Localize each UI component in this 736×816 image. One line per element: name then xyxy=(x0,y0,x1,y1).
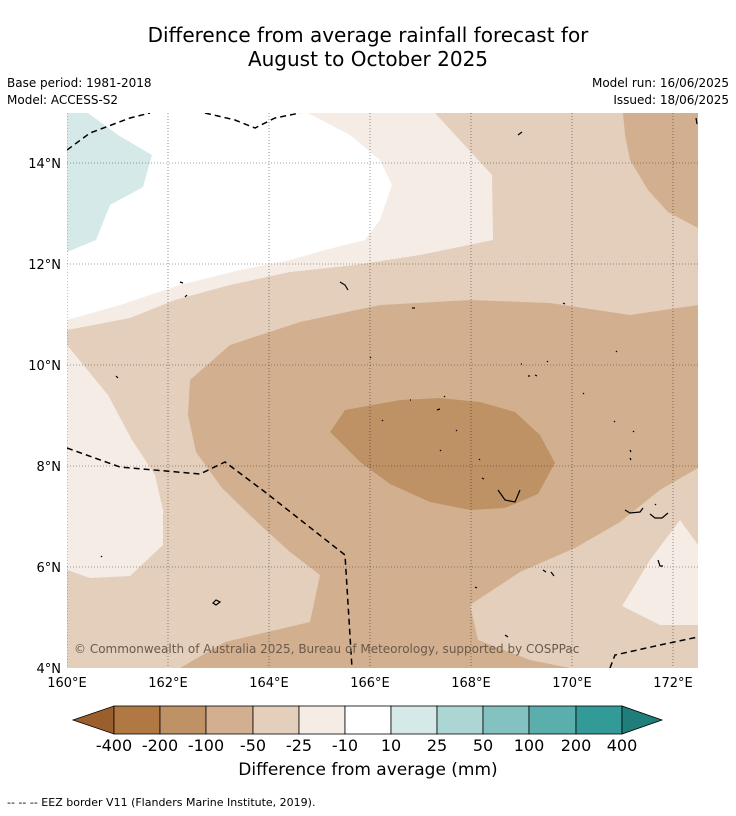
colorbar-tick-label: -100 xyxy=(188,736,224,755)
region-plus10-topleft xyxy=(67,113,152,252)
colorbar-tick-label: 25 xyxy=(427,736,447,755)
colorbar-tick-label: 200 xyxy=(561,736,592,755)
colorbar-tick-label: -10 xyxy=(332,736,358,755)
colorbar-title: Difference from average (mm) xyxy=(238,760,498,780)
colorbar-segment xyxy=(482,705,530,735)
meta-right: Model run: 16/06/2025 Issued: 18/06/2025 xyxy=(592,76,729,110)
colorbar-segment xyxy=(575,705,623,735)
eez-borders xyxy=(67,113,698,668)
colorbar-segment xyxy=(298,705,346,735)
eez-footnote: -- -- -- EEZ border V11 (Flanders Marine… xyxy=(7,796,316,809)
lat-label: 6°N xyxy=(37,561,62,576)
lon-label: 162°E xyxy=(148,676,188,691)
colorbar-segment xyxy=(528,705,577,735)
lat-label: 12°N xyxy=(28,258,61,273)
lon-label: 166°E xyxy=(350,676,390,691)
colorbar-tick-label: -25 xyxy=(286,736,312,755)
chart-title-line1: Difference from average rainfall forecas… xyxy=(147,23,589,47)
issued-date: Issued: 18/06/2025 xyxy=(613,93,729,107)
region-minus200-core xyxy=(330,398,555,510)
colorbar-tick-label: 10 xyxy=(381,736,401,755)
colorbar-tick-label: 50 xyxy=(473,736,493,755)
lon-label: 170°E xyxy=(552,676,592,691)
lat-label: 14°N xyxy=(28,157,61,172)
lat-label: 10°N xyxy=(28,359,61,374)
colorbar-segment xyxy=(436,705,484,735)
colorbar-tick-label: 100 xyxy=(514,736,545,755)
model-name: Model: ACCESS-S2 xyxy=(7,93,119,107)
colorbar-segment xyxy=(344,705,392,735)
colorbar-segment xyxy=(390,705,438,735)
islands xyxy=(100,117,698,638)
lat-labels: 14°N 12°N 10°N 8°N 6°N 4°N xyxy=(28,157,61,677)
region-minus100-top-right xyxy=(623,113,698,228)
lat-label: 4°N xyxy=(37,662,62,677)
colorbar xyxy=(71,705,664,735)
map-contours xyxy=(67,113,698,668)
colorbar-tick-label: -50 xyxy=(240,736,266,755)
chart-title-line2: August to October 2025 xyxy=(247,47,489,71)
model-run: Model run: 16/06/2025 xyxy=(591,76,729,90)
colorbar-tick-label: -200 xyxy=(142,736,178,755)
colorbar-tick-label: 400 xyxy=(607,736,638,755)
copyright-text: © Commonwealth of Australia 2025, Bureau… xyxy=(74,642,579,656)
lon-label: 172°E xyxy=(653,676,693,691)
gridlines xyxy=(67,113,698,668)
base-period: Base period: 1981-2018 xyxy=(7,76,152,90)
colorbar-ticks: -400 -200 -100 -50 -25 -10 10 25 50 100 … xyxy=(96,736,637,755)
colorbar-segment xyxy=(205,705,254,735)
colorbar-segment xyxy=(113,705,161,735)
colorbar-tick-label: -400 xyxy=(96,736,132,755)
region-minus25-bottom-right xyxy=(622,520,698,625)
colorbar-segment xyxy=(252,705,300,735)
meta-left: Base period: 1981-2018 Model: ACCESS-S2 xyxy=(7,76,152,110)
region-minus25-left xyxy=(67,345,163,578)
lon-label: 168°E xyxy=(451,676,491,691)
colorbar-right-extension xyxy=(621,705,664,735)
colorbar-segment xyxy=(159,705,207,735)
colorbar-left-extension xyxy=(71,705,115,735)
lat-label: 8°N xyxy=(37,460,62,475)
lon-label: 160°E xyxy=(47,676,87,691)
lon-labels: 160°E 162°E 164°E 166°E 168°E 170°E 172°… xyxy=(47,676,693,691)
lon-label: 164°E xyxy=(249,676,289,691)
